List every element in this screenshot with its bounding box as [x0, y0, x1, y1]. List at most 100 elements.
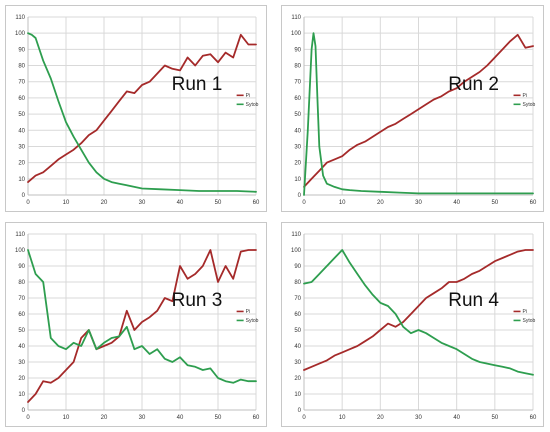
chart-panel-run-2: 0 10 20 30 40 50 60 70 80 90 100 110 0 10 20 30 40 50 60 Ru…: [281, 5, 544, 212]
series-line-sytob: [303, 249, 534, 376]
chart-svg-run-4: 0 10 20 30 40 50 60 70 80 90 100 110 0 10 20 30 40 50 60 Ru…: [291, 232, 537, 421]
series-line-pi: [303, 33, 534, 188]
x-tick-label: 10: [339, 200, 346, 206]
series-line-sytob: [27, 249, 257, 384]
legend: Pi Sytob: [236, 93, 259, 108]
x-tick-label: 0: [302, 200, 306, 206]
series-line-pi: [303, 249, 534, 371]
series-line-pi: [27, 249, 257, 403]
axes: [27, 234, 256, 411]
y-tick-label: 110: [291, 15, 301, 21]
y-tick-label: 60: [18, 96, 25, 102]
legend-label-sytob: Sytob: [523, 318, 536, 324]
y-tick-label: 90: [294, 264, 301, 270]
y-tick-label: 10: [18, 392, 25, 398]
run-annotation: Run 2: [448, 74, 499, 95]
y-tick-label: 90: [18, 47, 25, 53]
x-tick-label: 40: [453, 415, 460, 421]
y-tick-label: 50: [294, 112, 301, 118]
x-tick-label: 0: [302, 415, 306, 421]
legend-label-pi: Pi: [523, 309, 527, 315]
y-tick-label: 90: [18, 264, 25, 270]
y-tick-label: 10: [18, 177, 25, 183]
x-tick-label: 40: [177, 200, 184, 206]
y-tick-label: 60: [294, 312, 301, 318]
x-tick-label: 20: [101, 200, 108, 206]
x-tick-label: 10: [339, 415, 346, 421]
x-tick-label: 50: [491, 200, 498, 206]
x-tick-label: 50: [215, 415, 222, 421]
y-tick-label: 30: [294, 360, 301, 366]
y-tick-label: 60: [18, 312, 25, 318]
y-tick-label: 0: [298, 408, 302, 414]
y-tick-label: 40: [294, 128, 301, 134]
series-line-sytob: [27, 32, 257, 193]
x-tick-label: 10: [63, 200, 70, 206]
gridlines: [27, 16, 257, 196]
chart-panel-run-4: 0 10 20 30 40 50 60 70 80 90 100 110 0 10 20 30 40 50 60 Ru…: [281, 222, 544, 427]
axes: [303, 234, 533, 411]
run-annotation: Run 1: [172, 74, 223, 95]
y-tick-label: 0: [298, 193, 302, 199]
chart-svg-run-2: 0 10 20 30 40 50 60 70 80 90 100 110 0 10 20 30 40 50 60 Ru…: [291, 15, 537, 206]
chart-panel-run-3: 0 10 20 30 40 50 60 70 80 90 100 110 0 10 20 30 40 50 60 Ru…: [5, 222, 267, 427]
x-tick-label: 0: [26, 200, 30, 206]
y-tick-label: 110: [15, 15, 25, 21]
y-tick-label: 20: [294, 161, 301, 167]
y-tick-label: 80: [294, 64, 301, 70]
x-tick-label: 0: [26, 415, 30, 421]
x-tick-label: 20: [377, 200, 384, 206]
y-tick-label: 0: [22, 193, 26, 199]
x-tick-label: 20: [377, 415, 384, 421]
y-tick-label: 40: [18, 128, 25, 134]
run-annotation: Run 3: [172, 290, 223, 311]
chart-svg-run-1: 0 10 20 30 40 50 60 70 80 90 100 110 0 10 20 30 40 50 60 Ru…: [15, 15, 260, 206]
y-tick-label: 20: [18, 376, 25, 382]
y-tick-label: 10: [294, 392, 301, 398]
x-tick-label: 60: [253, 415, 260, 421]
x-tick-label: 40: [177, 415, 184, 421]
legend-label-pi: Pi: [523, 93, 527, 99]
y-tick-label: 50: [294, 328, 301, 334]
y-tick-label: 50: [18, 112, 25, 118]
x-tick-label: 30: [139, 200, 146, 206]
y-tick-label: 50: [18, 328, 25, 334]
legend-label-sytob: Sytob: [523, 102, 536, 108]
gridlines: [303, 16, 534, 196]
y-tick-label: 80: [18, 64, 25, 70]
y-tick-label: 60: [294, 96, 301, 102]
series-line-pi: [27, 33, 257, 184]
x-tick-label: 30: [139, 415, 146, 421]
x-tick-label: 10: [63, 415, 70, 421]
x-tick-label: 30: [415, 415, 422, 421]
y-tick-label: 80: [18, 280, 25, 286]
x-tick-label: 50: [215, 200, 222, 206]
y-tick-label: 30: [294, 144, 301, 150]
y-tick-label: 0: [22, 408, 26, 414]
y-tick-label: 70: [18, 80, 25, 86]
y-tick-label: 40: [18, 344, 25, 350]
y-tick-label: 40: [294, 344, 301, 350]
x-tick-label: 40: [453, 200, 460, 206]
legend-label-pi: Pi: [246, 93, 250, 99]
y-tick-label: 30: [18, 360, 25, 366]
y-tick-label: 110: [15, 232, 25, 238]
legend: Pi Sytob: [513, 309, 536, 324]
y-tick-label: 100: [291, 31, 302, 37]
chart-panel-run-1: 0 10 20 30 40 50 60 70 80 90 100 110 0 10 20 30 40 50 60 Ru…: [5, 5, 267, 212]
chart-svg-run-3: 0 10 20 30 40 50 60 70 80 90 100 110 0 10 20 30 40 50 60 Ru…: [15, 232, 260, 421]
y-tick-label: 70: [294, 296, 301, 302]
y-tick-label: 20: [18, 161, 25, 167]
legend-label-pi: Pi: [246, 309, 250, 315]
y-tick-label: 100: [15, 248, 26, 254]
y-tick-label: 110: [291, 232, 301, 238]
y-tick-label: 70: [18, 296, 25, 302]
legend-label-sytob: Sytob: [246, 318, 259, 324]
x-tick-label: 60: [253, 200, 260, 206]
axes: [27, 17, 256, 196]
x-tick-label: 60: [530, 200, 537, 206]
y-tick-label: 70: [294, 80, 301, 86]
axes: [303, 17, 533, 196]
y-tick-label: 20: [294, 376, 301, 382]
